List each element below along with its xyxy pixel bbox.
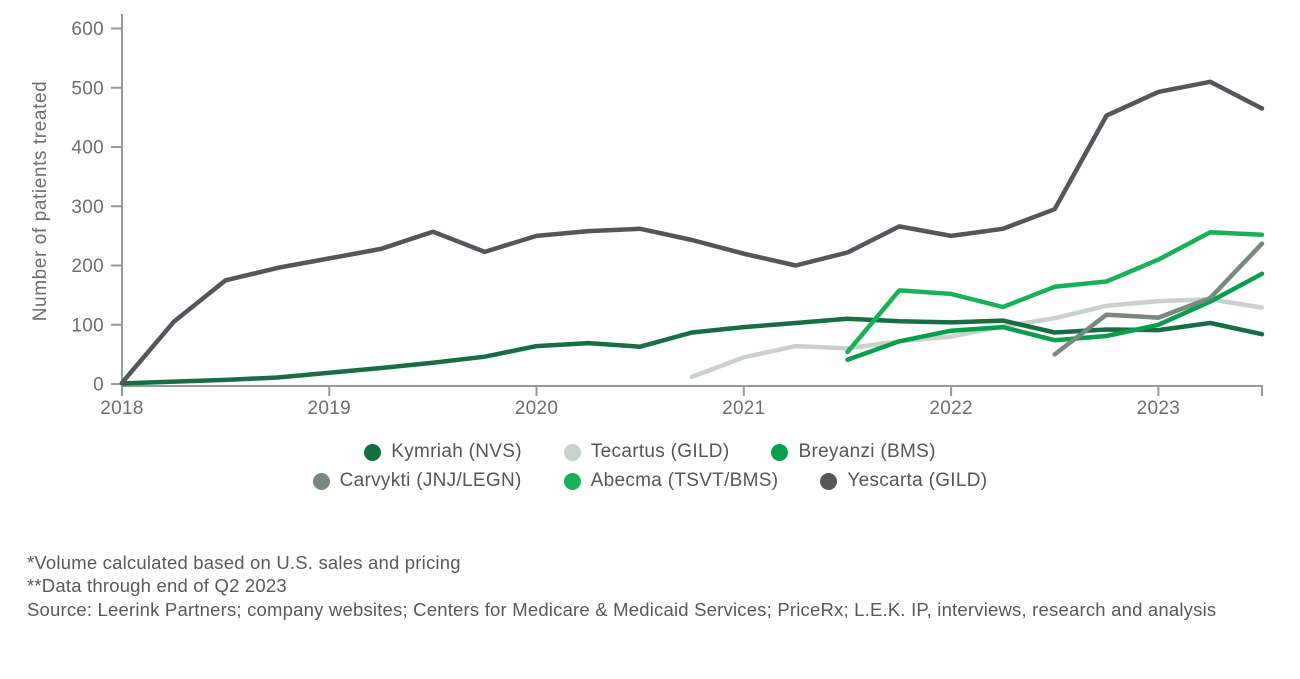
legend-item-yescarta: Yescarta (GILD): [820, 470, 987, 492]
patients-treated-line-chart: Number of patients treated 0 100 200 300 400…: [30, 14, 1265, 419]
svg-text:400: 400: [71, 138, 104, 159]
legend-item-breyanzi: Breyanzi (BMS): [771, 441, 935, 463]
svg-text:2021: 2021: [722, 398, 765, 419]
svg-text:2018: 2018: [100, 398, 143, 419]
abecma-swatch-icon: [563, 472, 581, 490]
svg-text:600: 600: [71, 19, 104, 40]
footnote-data-through: **Data through end of Q2 2023: [27, 575, 287, 597]
breyanzi-swatch-icon: [771, 443, 789, 461]
footnote-volume: *Volume calculated based on U.S. sales a…: [27, 552, 461, 573]
yescarta-swatch-icon: [820, 472, 838, 490]
carvykti-swatch-icon: [312, 472, 330, 490]
legend-label-tecartus: Tecartus (GILD): [590, 441, 730, 462]
legend-item-tecartus: Tecartus (GILD): [563, 441, 730, 463]
svg-text:2022: 2022: [929, 398, 972, 419]
footnotes: *Volume calculated based on U.S. sales a…: [27, 551, 1267, 621]
chart-canvas: Number of patients treated 0 100 200 300 400…: [30, 14, 1265, 419]
legend-label-carvykti: Carvykti (JNJ/LEGN): [339, 470, 522, 491]
svg-text:200: 200: [71, 256, 104, 277]
svg-text:0: 0: [93, 375, 104, 396]
chart-series-lines: [119, 79, 1265, 386]
svg-text:2023: 2023: [1137, 398, 1180, 419]
tecartus-swatch-icon: [563, 443, 581, 461]
legend-label-kymriah: Kymriah (NVS): [391, 441, 522, 462]
legend-item-abecma: Abecma (TSVT/BMS): [563, 470, 779, 492]
chart-legend: Kymriah (NVS) Tecartus (GILD) Breyanzi (…: [0, 441, 1300, 492]
legend-row-1: Kymriah (NVS) Tecartus (GILD) Breyanzi (…: [364, 441, 935, 463]
y-axis-title: Number of patients treated: [30, 81, 51, 322]
footnote-source: Source: Leerink Partners; company websit…: [27, 598, 1217, 620]
svg-text:300: 300: [71, 197, 104, 218]
chart-axes: 0 100 200 300 400 500 600 2018 2019 2020 2021 2022 2…: [71, 14, 1263, 419]
legend-label-yescarta: Yescarta (GILD): [847, 470, 988, 491]
kymriah-swatch-icon: [364, 443, 382, 461]
legend-item-kymriah: Kymriah (NVS): [364, 441, 522, 463]
svg-text:500: 500: [71, 78, 104, 99]
legend-label-breyanzi: Breyanzi (BMS): [798, 441, 936, 462]
legend-row-2: Carvykti (JNJ/LEGN) Abecma (TSVT/BMS) Ye…: [312, 470, 988, 492]
svg-text:2019: 2019: [308, 398, 351, 419]
legend-item-carvykti: Carvykti (JNJ/LEGN): [312, 470, 522, 492]
legend-label-abecma: Abecma (TSVT/BMS): [590, 470, 779, 491]
svg-text:100: 100: [71, 315, 104, 336]
svg-text:2020: 2020: [515, 398, 558, 419]
